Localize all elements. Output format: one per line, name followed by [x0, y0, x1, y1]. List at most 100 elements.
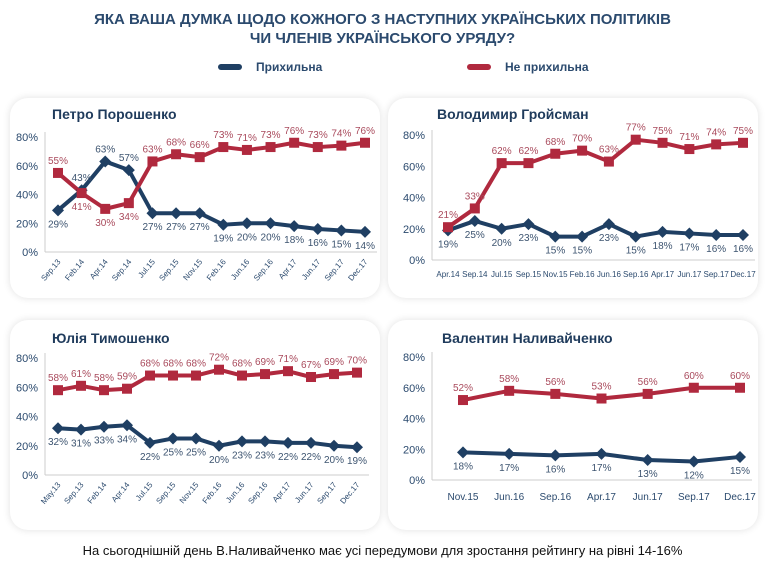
- data-point-unfavorable: [123, 198, 134, 209]
- x-tick-label: Jun.17: [633, 492, 663, 503]
- data-label: 41%: [72, 202, 92, 213]
- data-point-favorable: [98, 420, 110, 433]
- data-label: 53%: [591, 382, 611, 393]
- data-point-favorable: [240, 217, 253, 230]
- x-tick-label: Apr.17: [651, 270, 675, 279]
- title-line-1: ЯКА ВАША ДУМКА ЩОДО КОЖНОГО З НАСТУПНИХ …: [94, 11, 671, 28]
- data-point-favorable: [217, 218, 230, 231]
- x-tick-label: Nov.15: [178, 480, 201, 505]
- data-point-unfavorable: [360, 137, 370, 148]
- data-point-favorable: [264, 217, 277, 230]
- data-point-unfavorable: [688, 382, 699, 393]
- data-point-favorable: [288, 220, 301, 233]
- data-label: 21%: [438, 210, 458, 221]
- x-tick-label: Apr.17: [587, 492, 616, 503]
- data-label: 69%: [324, 357, 344, 368]
- data-point-unfavorable: [241, 144, 252, 155]
- data-label: 73%: [261, 130, 281, 141]
- data-point-favorable: [190, 432, 202, 445]
- data-point-favorable: [167, 432, 179, 445]
- data-label: 23%: [255, 450, 275, 461]
- x-tick-label: Nov.15: [181, 257, 204, 282]
- panel-nalyvaichenko: [388, 320, 758, 530]
- y-tick-label: 60%: [16, 161, 38, 173]
- data-label: 17%: [591, 463, 611, 474]
- legend-label: Не прихильна: [505, 60, 589, 74]
- data-point-unfavorable: [329, 369, 339, 380]
- data-label: 13%: [638, 469, 658, 480]
- x-tick-label: Sep.14: [462, 270, 488, 279]
- data-point-unfavorable: [147, 156, 158, 167]
- data-point-unfavorable: [630, 134, 641, 145]
- data-label: 23%: [599, 233, 619, 244]
- data-point-unfavorable: [194, 152, 205, 163]
- data-point-unfavorable: [550, 148, 561, 159]
- data-point-favorable: [52, 422, 64, 435]
- data-point-unfavorable: [577, 145, 588, 156]
- data-label: 17%: [679, 242, 699, 253]
- data-point-unfavorable: [191, 370, 201, 381]
- data-label: 60%: [684, 371, 704, 382]
- y-tick-label: 0%: [22, 247, 38, 259]
- data-point-unfavorable: [504, 385, 515, 396]
- data-label: 22%: [301, 452, 321, 463]
- chart-title: Петро Порошенко: [52, 106, 177, 122]
- y-tick-label: 60%: [403, 161, 425, 173]
- data-point-unfavorable: [496, 158, 507, 169]
- data-point-favorable: [656, 225, 669, 238]
- chart-title: Юлія Тимошенко: [52, 330, 170, 346]
- data-label: 20%: [492, 238, 512, 249]
- data-point-unfavorable: [738, 137, 748, 148]
- data-label: 25%: [186, 447, 206, 458]
- data-point-favorable: [595, 447, 608, 460]
- data-label: 57%: [119, 153, 139, 164]
- data-label: 66%: [190, 140, 210, 151]
- data-point-unfavorable: [53, 385, 63, 396]
- series-line-favorable: [447, 218, 743, 239]
- data-label: 20%: [209, 455, 229, 466]
- data-label: 71%: [679, 132, 699, 143]
- data-label: 19%: [213, 234, 233, 245]
- data-label: 68%: [186, 359, 206, 370]
- data-label: 18%: [284, 235, 304, 246]
- x-tick-label: Dec.17: [730, 270, 756, 279]
- x-tick-label: Feb.16: [570, 270, 595, 279]
- data-label: 34%: [117, 434, 137, 445]
- x-tick-label: Jun.16: [494, 492, 524, 503]
- data-label: 67%: [301, 360, 321, 371]
- y-tick-label: 40%: [16, 412, 38, 424]
- data-label: 14%: [355, 241, 375, 252]
- x-tick-label: Jul.15: [136, 257, 157, 280]
- data-label: 68%: [163, 359, 183, 370]
- y-tick-label: 20%: [403, 224, 425, 236]
- data-label: 29%: [48, 219, 68, 230]
- y-tick-label: 60%: [16, 382, 38, 394]
- data-label: 16%: [733, 244, 753, 255]
- data-label: 61%: [71, 369, 91, 380]
- data-point-favorable: [457, 446, 469, 459]
- x-tick-label: Sep.14: [110, 257, 134, 283]
- data-point-unfavorable: [306, 372, 316, 383]
- data-point-unfavorable: [260, 369, 270, 380]
- data-label: 25%: [163, 447, 183, 458]
- data-label: 63%: [142, 144, 162, 155]
- legend-item-unfavorable: Не прихильна: [467, 60, 589, 74]
- x-tick-label: Feb.16: [201, 480, 224, 505]
- data-point-unfavorable: [218, 142, 229, 153]
- data-point-unfavorable: [469, 203, 480, 214]
- data-point-unfavorable: [458, 395, 468, 406]
- x-tick-label: Feb.16: [205, 257, 228, 282]
- footer-note: На сьогоднішній день В.Наливайченко має …: [82, 543, 683, 558]
- data-point-unfavorable: [312, 142, 323, 153]
- data-point-favorable: [146, 207, 159, 220]
- x-tick-label: Feb.14: [63, 257, 86, 282]
- x-tick-label: Sep.16: [539, 492, 571, 503]
- data-point-favorable: [170, 207, 183, 220]
- legend-swatch-blue: [218, 64, 242, 70]
- data-point-favorable: [683, 227, 696, 240]
- data-point-favorable: [522, 218, 535, 231]
- data-label: 73%: [308, 130, 328, 141]
- data-point-unfavorable: [657, 137, 668, 148]
- data-label: 16%: [545, 464, 565, 475]
- data-point-unfavorable: [76, 380, 86, 391]
